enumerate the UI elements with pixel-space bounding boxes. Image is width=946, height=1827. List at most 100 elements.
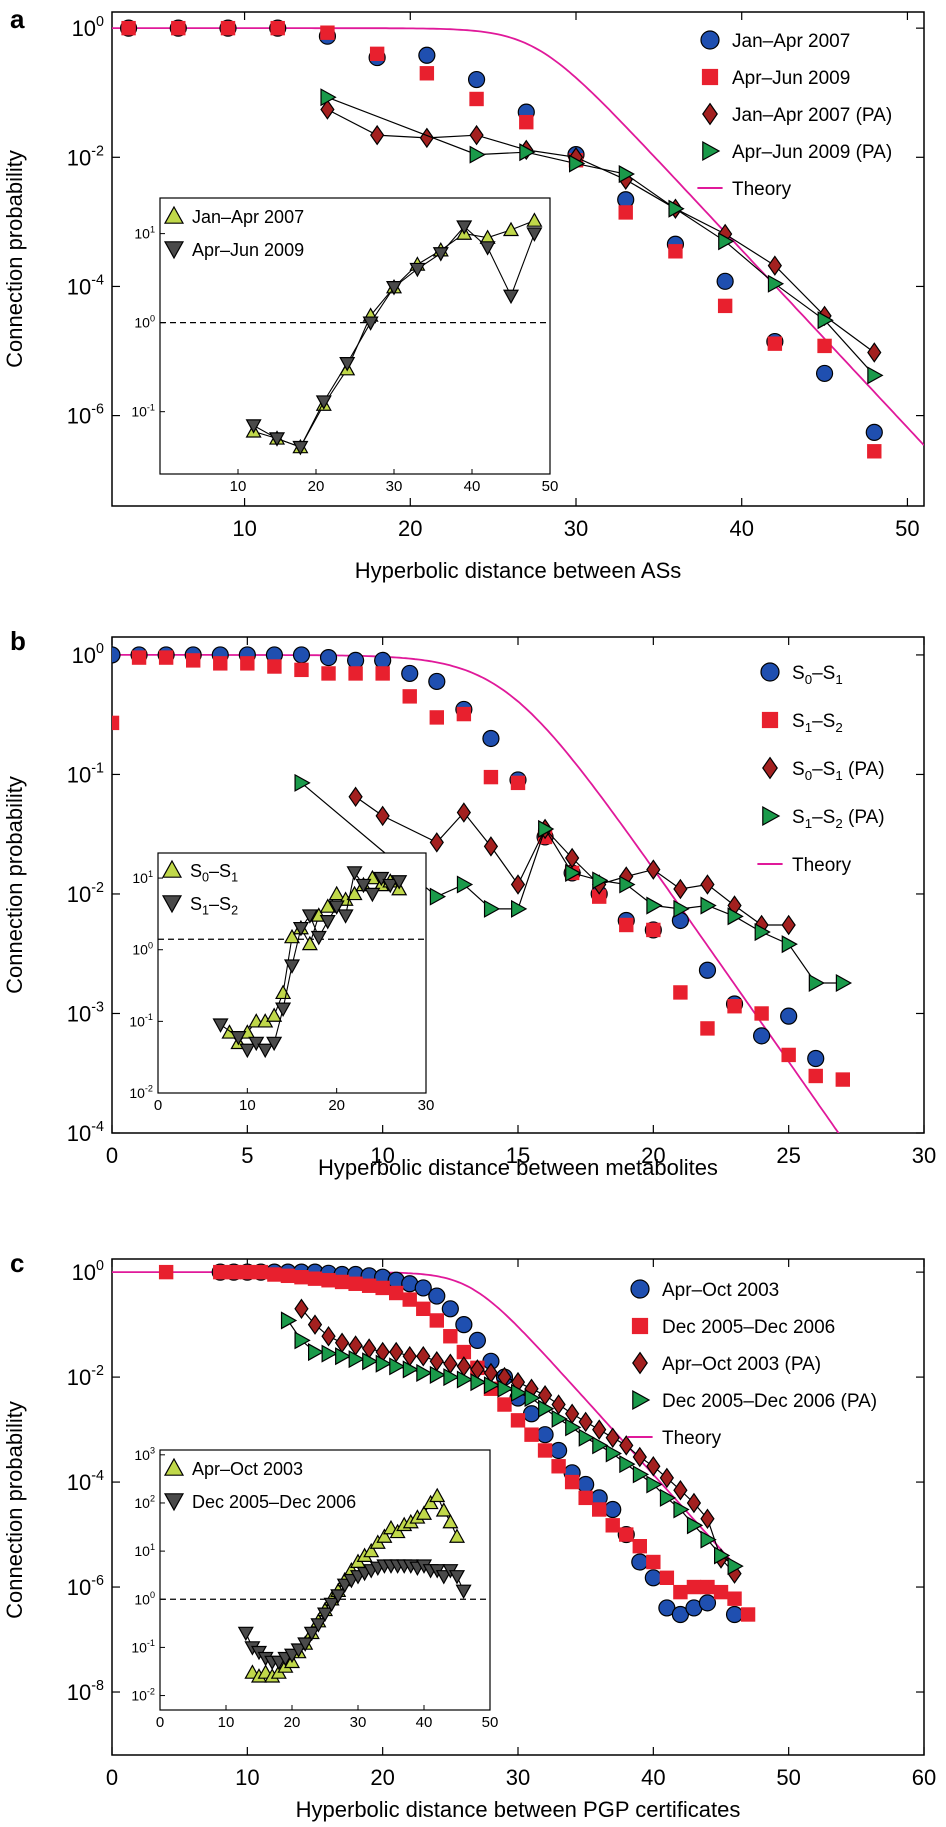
data-point [416,1363,433,1382]
legend-item: S1–S2 (PA) [762,805,885,831]
data-point [644,1569,662,1587]
inset-data-point [435,1570,452,1585]
data-point [578,1411,593,1433]
data-point [348,1276,363,1291]
data-point [186,653,201,668]
data-point [808,973,825,992]
data-point [414,1279,432,1297]
data-point [673,985,688,1000]
legend-label: Apr–Jun 2009 (PA) [732,142,892,163]
data-point [668,244,683,259]
data-point [402,1360,419,1379]
data-point [867,342,882,363]
data-point [780,1007,798,1025]
data-point [698,1594,717,1612]
inset-data-point [502,221,520,237]
inset-data-point [328,900,345,915]
legend-label: Jan–Apr 2007 (PA) [732,105,892,126]
inset-data-point [237,1626,254,1642]
inset-y-tick-label: 100 [134,313,155,330]
data-point [402,1292,417,1307]
data-point [565,847,580,869]
data-point [510,1413,526,1428]
data-point [867,366,884,385]
legend-item: Apr–Oct 2003 (PA) [632,1351,821,1375]
legend-marker [700,30,720,50]
inset-y-tick-label: 10-1 [131,1638,155,1655]
data-point [659,1488,677,1507]
inset-x-tick-label: 40 [416,1714,433,1731]
inset-data-point [456,220,473,235]
legend-item: Jan–Apr 2007 (PA) [702,102,892,126]
data-point [673,1479,688,1501]
legend-label: Theory [662,1428,722,1449]
inset-data-point [275,1002,292,1017]
data-point [375,1354,392,1373]
inset-data-point [432,247,449,262]
inset-x-tick-label: 50 [482,1714,499,1731]
series-2 [294,1298,742,1584]
panel-c: c0 10 20 30 40 50 6010010-210-410-610-8Hyperbo… [2,1248,936,1822]
inset-data-point [409,262,426,278]
inset-legend-item: Dec 2005–Dec 2006 [163,1492,356,1512]
legend-label: S0–S1 (PA) [792,759,885,783]
data-point [469,91,484,107]
data-point [754,1006,769,1021]
inset: 0 10 20 30 10-2 10-1 100 101 S0–S1 S1–S2 [129,852,435,1114]
data-point [455,1316,473,1334]
panel-label: b [10,626,26,656]
data-point [443,1329,458,1344]
inset-data-point [362,316,379,331]
y-tick-label: 10-6 [67,1573,104,1600]
inset-x-tick-label: 30 [418,1097,435,1114]
inset-data-point [257,1043,274,1059]
data-point [267,659,282,674]
legend-label: Dec 2005–Dec 2006 [662,1317,835,1338]
inset-data-point [328,885,345,901]
inset-data-point [364,887,381,903]
inset-legend-item: S0–S1 [161,859,238,885]
inset-data-point [448,1528,466,1543]
data-point [568,154,586,173]
data-point [713,1584,729,1600]
data-point [419,127,434,149]
inset-data-point [385,281,403,296]
series-1 [158,1264,756,1622]
inset-data-area [245,212,543,456]
inset-data-point [301,935,318,951]
inset-legend-item: Apr–Oct 2003 [163,1457,303,1479]
data-point [577,1475,595,1494]
inset-data-point [310,1618,327,1633]
data-point [592,1419,607,1440]
data-point [389,1341,404,1363]
data-point [469,124,484,146]
x-tick-label: 10 [370,1143,394,1168]
inset-data-point [283,1648,301,1664]
series-line [355,796,789,926]
data-point [632,1465,650,1484]
data-point [524,1388,541,1408]
data-area [112,1263,756,1624]
inset-data-point [339,357,356,372]
data-point [389,1357,406,1376]
legend-marker [632,1389,651,1411]
inset-x-tick-label: 20 [284,1714,301,1731]
data-point [483,836,499,857]
x-tick-label: 40 [641,1765,665,1790]
inset-legend-marker [163,1457,185,1476]
inset-data-point [479,241,496,256]
legend-marker [701,68,719,86]
data-point [510,874,526,895]
inset-data-point [346,866,363,881]
data-point [700,1508,715,1530]
data-point [348,786,363,808]
data-point [808,1068,823,1084]
inset-legend-item: Apr–Jun 2009 [163,240,304,260]
legend-item: Apr–Jun 2009 (PA) [702,140,892,163]
inset-data-point [376,1528,393,1543]
data-point [604,1500,622,1519]
data-point [522,1405,541,1423]
x-tick-label: 15 [506,1143,530,1168]
data-point [321,666,336,681]
data-point [716,272,734,290]
